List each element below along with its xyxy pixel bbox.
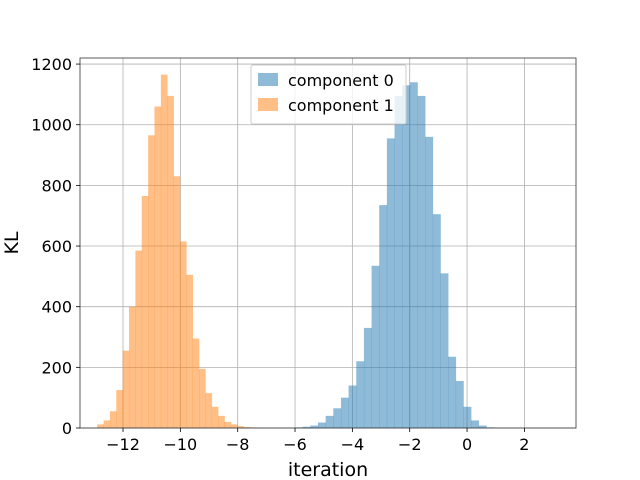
histogram-bar-component-1 [186, 274, 193, 428]
x-tick-label: −2 [398, 435, 422, 454]
histogram-bar-component-1 [199, 368, 206, 428]
x-tick-label: −12 [106, 435, 140, 454]
histogram-bar-component-1 [129, 306, 136, 428]
histogram-bar-component-0 [432, 214, 441, 428]
legend: component 0 component 1 [250, 64, 407, 125]
histogram-bar-component-0 [310, 425, 319, 428]
histogram-bar-component-1 [211, 406, 219, 428]
y-axis-label: KL [1, 231, 23, 254]
histogram-bar-component-1 [97, 424, 104, 428]
histogram-bar-component-0 [302, 426, 311, 428]
y-tick-label: 600 [41, 237, 72, 256]
histogram-bar-component-1 [135, 250, 143, 428]
histogram-bar-component-1 [230, 424, 238, 428]
histogram-bar-component-0 [417, 95, 426, 428]
histogram-bar-component-1 [224, 421, 232, 428]
histogram-bar-component-0 [363, 327, 372, 428]
histogram-bar-component-1 [205, 393, 213, 428]
histogram-bar-component-1 [173, 176, 181, 428]
histogram-bar-component-1 [148, 135, 155, 428]
x-tick-label: −8 [226, 435, 250, 454]
histogram-bar-component-0 [471, 420, 480, 428]
x-axis-ticks: −12 −10 −8 −6 −4 −2 0 2 [106, 428, 529, 454]
plot-frame [79, 57, 577, 429]
histogram-bar-component-0 [317, 422, 326, 428]
histogram-bar-component-0 [333, 408, 342, 428]
y-tick-label: 1200 [31, 55, 72, 74]
y-tick-label: 1000 [31, 116, 72, 135]
histogram-bar-component-0 [478, 425, 487, 428]
x-tick-label: −6 [283, 435, 307, 454]
histogram-bar-component-0 [440, 273, 449, 428]
histogram-bar-component-0 [402, 85, 411, 429]
y-tick-label: 200 [41, 358, 72, 377]
y-tick-label: 400 [41, 298, 72, 317]
y-tick-label: 800 [41, 176, 72, 195]
x-tick-label: −4 [341, 435, 365, 454]
histogram-bar-component-1 [179, 241, 187, 428]
histogram-bar-component-0 [425, 136, 434, 428]
x-tick-label: 0 [462, 435, 472, 454]
histogram-bar-component-0 [394, 95, 403, 428]
histogram-bar-component-1 [218, 415, 225, 428]
legend-label-component-1: component 1 [288, 96, 394, 115]
x-tick-label: 2 [519, 435, 529, 454]
histogram-bar-component-0 [325, 415, 334, 428]
histogram-bar-component-1 [192, 338, 200, 428]
histogram-bar-component-0 [448, 356, 457, 428]
histogram-bar-component-1 [160, 74, 168, 428]
histogram-bar-component-0 [409, 82, 418, 428]
histogram-bar-component-1 [237, 426, 244, 428]
histogram-bar-component-0 [379, 205, 388, 428]
legend-swatch-component-1 [258, 98, 278, 111]
legend-box [250, 64, 407, 125]
histogram-bars [97, 74, 495, 429]
histogram-bar-component-1 [116, 390, 123, 428]
legend-swatch-component-0 [258, 73, 278, 86]
histogram-bar-component-1 [154, 106, 162, 428]
histogram-bar-component-0 [348, 385, 357, 428]
histogram-bar-component-1 [141, 195, 149, 428]
histogram-bar-component-1 [109, 411, 117, 428]
histogram-bar-component-1 [122, 350, 130, 428]
histogram-bar-component-1 [243, 427, 251, 428]
legend-label-component-0: component 0 [288, 71, 394, 90]
y-tick-label: 0 [62, 419, 72, 438]
x-tick-label: −10 [163, 435, 197, 454]
histogram-bar-component-1 [167, 95, 174, 428]
histogram-bar-component-0 [340, 397, 349, 428]
histogram-bar-component-0 [386, 138, 395, 429]
x-axis-label: iteration [288, 459, 368, 480]
y-axis-ticks: 0 200 400 600 800 1000 1200 [31, 55, 80, 438]
histogram-bar-component-0 [371, 265, 380, 428]
histogram-bar-component-1 [103, 420, 111, 428]
histogram-bar-component-0 [356, 361, 365, 428]
histogram-bar-component-0 [463, 406, 472, 428]
histogram-bar-component-0 [455, 380, 464, 428]
